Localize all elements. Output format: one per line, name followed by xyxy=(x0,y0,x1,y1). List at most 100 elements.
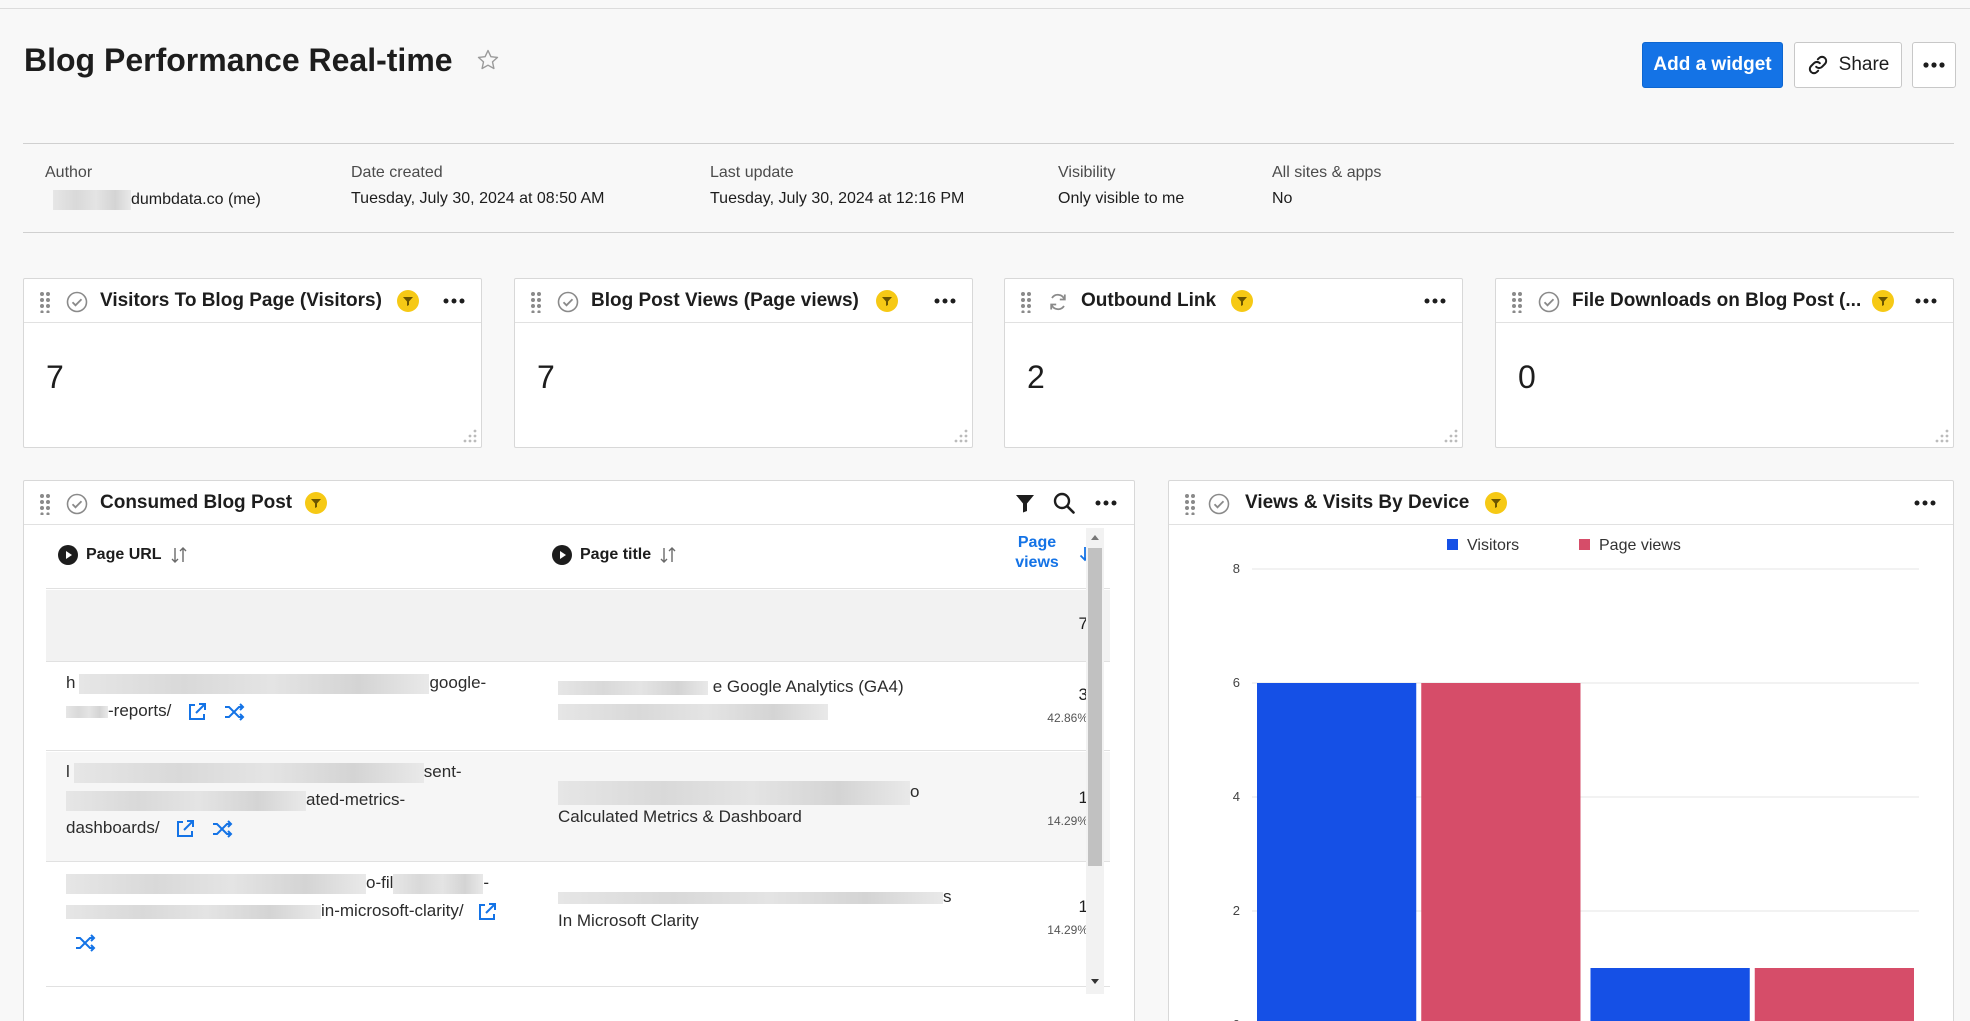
drag-handle-icon[interactable] xyxy=(1184,493,1196,515)
share-button[interactable]: Share xyxy=(1794,42,1902,88)
card-title: Consumed Blog Post xyxy=(100,492,293,513)
resize-handle-icon[interactable] xyxy=(463,429,477,443)
column-label: Page title xyxy=(580,546,652,563)
meta-value: dumbdata.co (me) xyxy=(131,191,261,209)
card-title: Blog Post Views (Page views) xyxy=(591,290,859,311)
column-header-page-title[interactable]: Page title xyxy=(552,545,677,565)
add-widget-button[interactable]: Add a widget xyxy=(1642,42,1783,88)
scroll-down-icon[interactable] xyxy=(1090,978,1100,986)
kpi-card-page-views[interactable]: Blog Post Views (Page views) 7 xyxy=(514,278,973,448)
meta-value: No xyxy=(1272,190,1293,207)
meta-value: Only visible to me xyxy=(1058,190,1185,207)
chart-card-views-visits-by-device: Views & Visits By Device 0 2 4 6 8 Visitors Pa… xyxy=(1168,480,1954,1021)
meta-label: Visibility xyxy=(1058,164,1116,181)
table-scrollbar[interactable] xyxy=(1086,528,1104,994)
meta-last-update: Last update Tuesday, July 30, 2024 at 12… xyxy=(710,164,964,208)
more-icon[interactable] xyxy=(1423,291,1447,311)
views-value: 1 xyxy=(1078,788,1088,807)
resize-handle-icon[interactable] xyxy=(1444,429,1458,443)
star-icon[interactable] xyxy=(476,48,500,72)
views-percent: 14.29% xyxy=(1047,814,1088,828)
sort-icon[interactable] xyxy=(659,546,677,564)
kpi-card-outbound-link[interactable]: Outbound Link 2 xyxy=(1004,278,1463,448)
column-label: Page URL xyxy=(86,546,162,563)
more-icon[interactable] xyxy=(1914,291,1938,311)
resize-handle-icon[interactable] xyxy=(1935,429,1949,443)
dashboard-header: Blog Performance Real-time Add a widget … xyxy=(24,40,1956,100)
redacted-block xyxy=(73,762,424,783)
external-link-icon[interactable] xyxy=(174,818,196,840)
drag-handle-icon[interactable] xyxy=(39,493,51,515)
check-icon xyxy=(66,291,88,313)
table-row[interactable]: o-fil - in-microsoft-clarity/ s In Micros… xyxy=(46,863,1110,987)
search-icon[interactable] xyxy=(1052,491,1076,515)
check-icon xyxy=(66,493,88,515)
table-total-row: 7 xyxy=(46,590,1110,662)
y-tick-label: 2 xyxy=(1233,903,1240,918)
meta-value: Tuesday, July 30, 2024 at 12:16 PM xyxy=(710,190,965,207)
card-title: Views & Visits By Device xyxy=(1245,492,1470,513)
y-tick-label: 6 xyxy=(1233,675,1240,690)
drag-handle-icon[interactable] xyxy=(39,291,51,313)
card-header: File Downloads on Blog Post (... xyxy=(1496,279,1953,323)
redacted-block xyxy=(66,705,108,718)
shuffle-icon[interactable] xyxy=(223,701,245,723)
table-row[interactable]: l sent- ated-metrics- dashboards/ o Calcu… xyxy=(46,752,1110,862)
kpi-value: 7 xyxy=(46,359,64,395)
external-link-icon[interactable] xyxy=(186,701,208,723)
segment-icon[interactable] xyxy=(1231,290,1253,312)
meta-all-sites: All sites & apps No xyxy=(1272,164,1381,208)
legend-swatch xyxy=(1579,539,1590,550)
page-title: Blog Performance Real-time xyxy=(24,42,453,78)
external-link-icon[interactable] xyxy=(476,901,498,923)
table-row[interactable]: h google- -reports/ e Google Analytics (G… xyxy=(46,663,1110,751)
legend-label: Visitors xyxy=(1467,537,1519,554)
check-icon xyxy=(1538,291,1560,313)
more-icon[interactable] xyxy=(1094,493,1118,513)
kpi-card-visitors[interactable]: Visitors To Blog Page (Visitors) 7 xyxy=(23,278,482,448)
table-card-consumed-blog-post: Consumed Blog Post Page URL Page title P… xyxy=(23,480,1135,1021)
drag-handle-icon[interactable] xyxy=(1020,291,1032,313)
card-title: Visitors To Blog Page (Visitors) xyxy=(100,290,382,311)
redacted-block xyxy=(66,873,366,894)
scroll-up-icon[interactable] xyxy=(1090,533,1100,541)
segment-icon[interactable] xyxy=(876,290,898,312)
segment-icon[interactable] xyxy=(1485,492,1507,514)
total-value: 7 xyxy=(1078,614,1088,633)
url-text: h xyxy=(66,673,76,692)
segment-icon[interactable] xyxy=(397,290,419,312)
card-header: Blog Post Views (Page views) xyxy=(515,279,972,323)
drag-handle-icon[interactable] xyxy=(530,291,542,313)
top-divider xyxy=(0,8,1970,9)
card-title: File Downloads on Blog Post (... xyxy=(1572,290,1862,311)
shuffle-icon[interactable] xyxy=(211,818,233,840)
drag-handle-icon[interactable] xyxy=(1511,291,1523,313)
resize-handle-icon[interactable] xyxy=(954,429,968,443)
url-text: l xyxy=(66,762,70,781)
more-icon[interactable] xyxy=(442,291,466,311)
more-icon[interactable] xyxy=(1912,42,1956,88)
column-header-page-url[interactable]: Page URL xyxy=(58,545,188,565)
filter-icon[interactable] xyxy=(1014,492,1036,514)
url-text: -reports/ xyxy=(108,701,172,720)
url-text: ated-metrics- xyxy=(306,790,406,809)
url-text: dashboards/ xyxy=(66,818,160,837)
segment-icon[interactable] xyxy=(305,492,327,514)
sort-icon[interactable] xyxy=(170,546,188,564)
kpi-card-file-downloads[interactable]: File Downloads on Blog Post (... 0 xyxy=(1495,278,1954,448)
legend-swatch xyxy=(1447,539,1458,550)
meta-value: Tuesday, July 30, 2024 at 08:50 AM xyxy=(351,190,605,207)
segment-icon[interactable] xyxy=(1872,290,1894,312)
meta-date-created: Date created Tuesday, July 30, 2024 at 0… xyxy=(351,164,605,208)
dimension-icon xyxy=(552,545,572,565)
shuffle-icon[interactable] xyxy=(74,932,96,954)
redacted-block xyxy=(79,673,430,694)
bar-chart: 02468VisitorsPage viewsDesktopSmartphone xyxy=(1233,537,1919,1021)
title-text: Calculated Metrics & Dashboard xyxy=(558,806,802,826)
more-icon[interactable] xyxy=(1913,493,1937,513)
scrollbar-thumb[interactable] xyxy=(1088,548,1102,866)
title-text: s xyxy=(943,887,952,906)
more-icon[interactable] xyxy=(933,291,957,311)
column-header-page-views[interactable]: Page views xyxy=(1015,534,1059,571)
title-text: In Microsoft Clarity xyxy=(558,911,699,930)
